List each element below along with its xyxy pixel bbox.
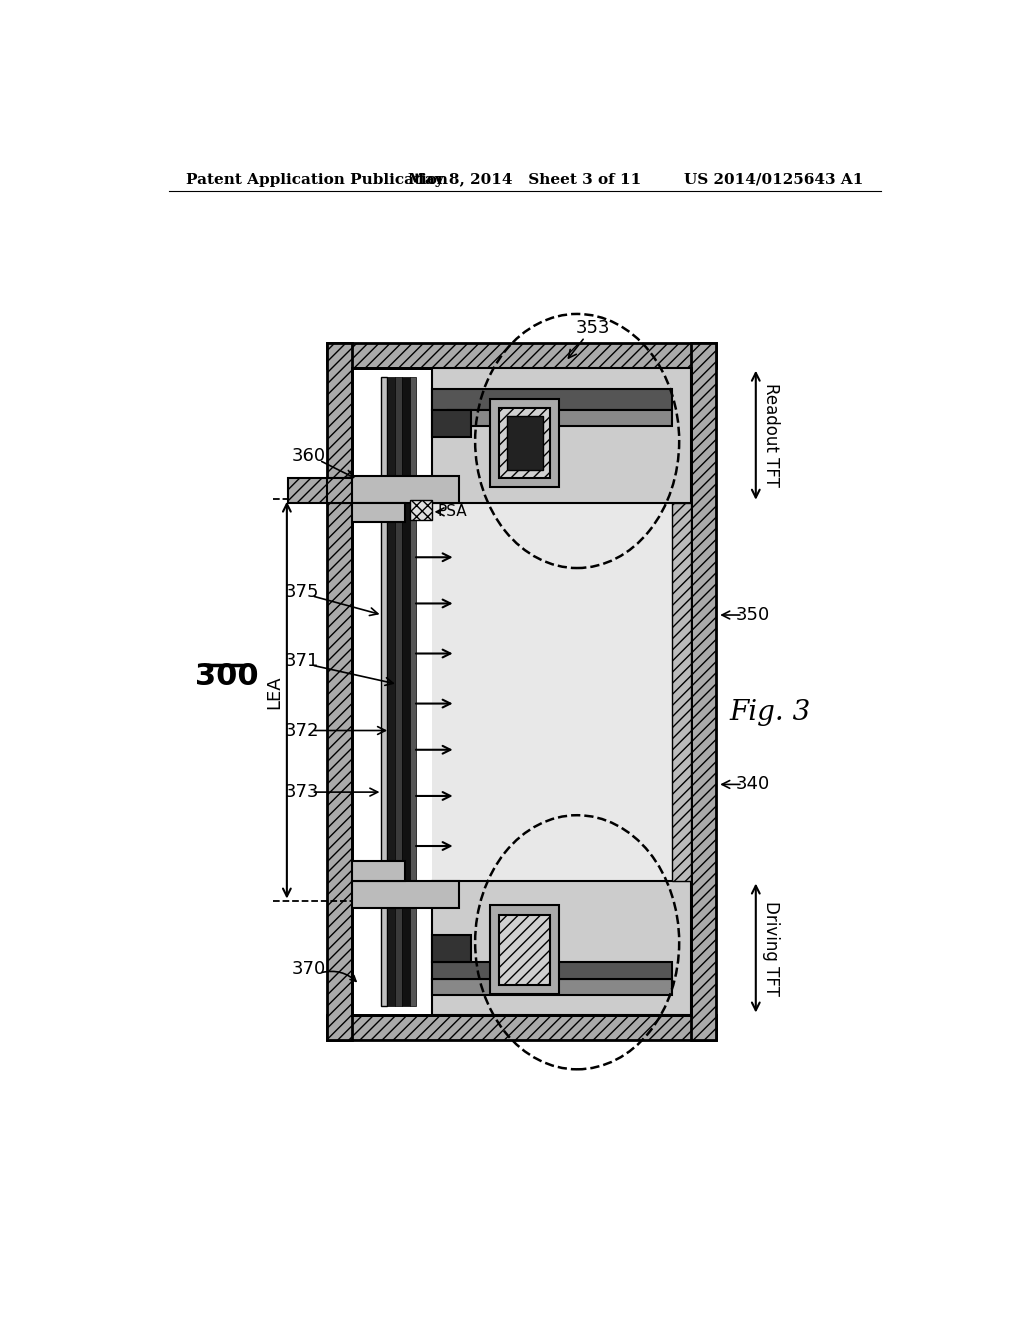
Bar bbox=[327, 478, 406, 503]
Text: 373: 373 bbox=[285, 783, 318, 801]
Text: 370: 370 bbox=[292, 960, 327, 978]
Text: PSA: PSA bbox=[437, 504, 467, 519]
Bar bbox=[327, 1015, 716, 1040]
Bar bbox=[432, 368, 691, 1015]
Bar bbox=[432, 962, 672, 979]
Bar bbox=[432, 411, 471, 437]
Bar bbox=[432, 979, 672, 995]
Text: 360: 360 bbox=[292, 447, 327, 466]
Bar bbox=[327, 343, 716, 368]
Text: 353: 353 bbox=[575, 319, 610, 337]
Bar bbox=[490, 906, 559, 994]
Bar bbox=[672, 503, 691, 880]
Bar bbox=[394, 378, 402, 1006]
Bar bbox=[410, 378, 416, 1006]
Bar bbox=[327, 343, 351, 1040]
Bar bbox=[432, 368, 691, 503]
Bar bbox=[402, 378, 410, 1006]
Bar bbox=[432, 388, 672, 411]
Text: Patent Application Publication: Patent Application Publication bbox=[186, 173, 449, 187]
Bar bbox=[351, 368, 432, 1015]
Bar bbox=[381, 378, 387, 1006]
Bar bbox=[351, 862, 406, 880]
Text: 300: 300 bbox=[195, 663, 259, 692]
Text: LEA: LEA bbox=[265, 676, 284, 709]
Bar bbox=[500, 408, 550, 478]
Bar bbox=[289, 478, 381, 503]
Bar bbox=[432, 935, 471, 961]
Text: Driving TFT: Driving TFT bbox=[762, 902, 780, 995]
Text: Fig. 3: Fig. 3 bbox=[729, 700, 810, 726]
Bar bbox=[490, 399, 559, 487]
Bar bbox=[432, 880, 691, 1015]
Text: 371: 371 bbox=[285, 652, 318, 671]
Text: US 2014/0125643 A1: US 2014/0125643 A1 bbox=[684, 173, 863, 187]
Text: 375: 375 bbox=[285, 583, 318, 601]
Bar bbox=[410, 499, 432, 520]
Bar bbox=[500, 915, 550, 985]
Bar bbox=[691, 343, 716, 1040]
Text: 350: 350 bbox=[735, 606, 770, 624]
Bar bbox=[351, 475, 460, 503]
Bar bbox=[507, 416, 543, 470]
Text: Readout TFT: Readout TFT bbox=[762, 383, 780, 487]
Text: 340: 340 bbox=[735, 775, 770, 793]
Bar bbox=[351, 503, 406, 521]
Bar bbox=[447, 411, 672, 425]
Bar bbox=[351, 880, 460, 908]
Bar bbox=[387, 378, 394, 1006]
Text: 372: 372 bbox=[285, 722, 318, 739]
Text: May 8, 2014   Sheet 3 of 11: May 8, 2014 Sheet 3 of 11 bbox=[409, 173, 641, 187]
